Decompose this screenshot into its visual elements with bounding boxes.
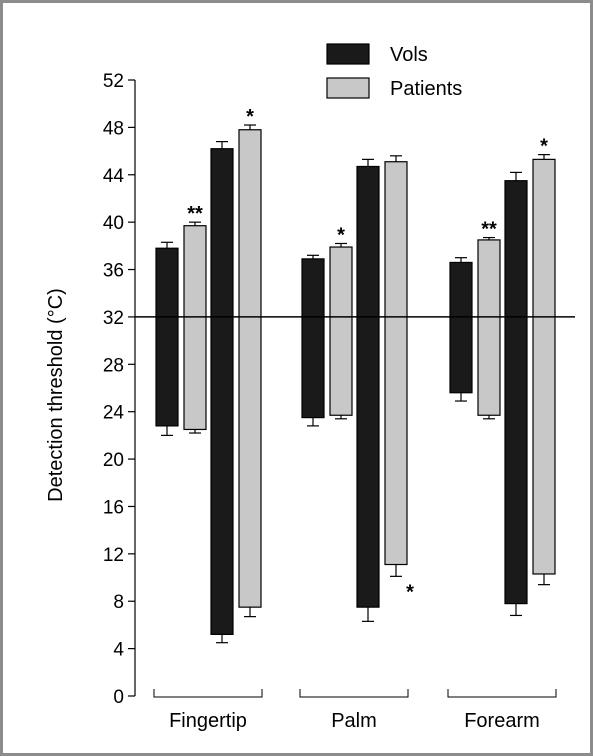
- bar-forearm-patients: *: [532, 136, 556, 586]
- bar: [155, 247, 179, 427]
- significance-marker-top: **: [481, 219, 497, 241]
- group-bracket: [299, 689, 409, 698]
- significance-marker-top: **: [187, 203, 203, 225]
- bar: [238, 129, 262, 608]
- legend-item-patients: Patients: [326, 77, 462, 100]
- y-tick-label: 4: [113, 640, 124, 661]
- bar: [183, 225, 207, 431]
- bar-palm-vols: [301, 254, 325, 427]
- bar-palm-vols: [356, 158, 380, 622]
- y-tick-label: 48: [103, 118, 124, 139]
- bar: [301, 258, 325, 419]
- bar-palm-patients: *: [384, 155, 414, 603]
- bar-fingertip-patients: **: [183, 203, 207, 434]
- bar-forearm-vols: [449, 257, 473, 402]
- significance-marker-top: *: [337, 224, 345, 246]
- y-tick-label: 44: [103, 166, 125, 187]
- legend-label: Vols: [390, 44, 428, 66]
- y-tick-label: 0: [113, 687, 124, 708]
- bar-fingertip-patients: *: [238, 106, 262, 618]
- y-tick-label: 20: [103, 450, 124, 471]
- bar: [449, 261, 473, 394]
- y-tick-label: 52: [103, 71, 124, 92]
- legend-label: Patients: [390, 78, 462, 100]
- significance-marker-top: *: [246, 106, 254, 128]
- group-bracket: [153, 689, 263, 698]
- y-tick-label: 32: [103, 308, 124, 329]
- y-tick-label: 40: [103, 213, 124, 234]
- y-axis-label: Detection threshold (°C): [45, 288, 67, 502]
- group-label: Forearm: [464, 710, 540, 732]
- y-tick-label: 24: [103, 403, 125, 424]
- x-axis-groups: Fingertip Palm Forearm: [153, 689, 557, 732]
- y-tick-label: 28: [103, 355, 124, 376]
- legend-item-vols: Vols: [326, 43, 428, 66]
- y-tick-label: 36: [103, 261, 124, 282]
- bar: [384, 161, 408, 566]
- bar-forearm-patients: **: [477, 219, 501, 420]
- legend: Vols Patients: [326, 43, 462, 100]
- group-bracket: [447, 689, 557, 698]
- y-tick-label: 12: [103, 545, 124, 566]
- group-label: Fingertip: [169, 710, 247, 732]
- significance-marker-bottom: *: [406, 581, 414, 603]
- bar-forearm-vols: [504, 171, 528, 617]
- legend-swatch: [326, 77, 370, 99]
- legend-swatch: [326, 43, 370, 65]
- bar: [532, 158, 556, 575]
- y-tick-label: 8: [113, 592, 124, 613]
- bar-fingertip-vols: [155, 241, 179, 436]
- y-tick-label: 16: [103, 497, 124, 518]
- bar: [329, 246, 353, 416]
- significance-marker-top: *: [540, 136, 548, 158]
- bar-fingertip-vols: [210, 141, 234, 644]
- bar: [477, 239, 501, 416]
- bar: [356, 165, 380, 608]
- bar-palm-patients: *: [329, 224, 353, 420]
- group-label: Palm: [331, 710, 377, 732]
- bar: [504, 180, 528, 605]
- bar: [210, 148, 234, 636]
- bar-layer: ********: [155, 106, 556, 644]
